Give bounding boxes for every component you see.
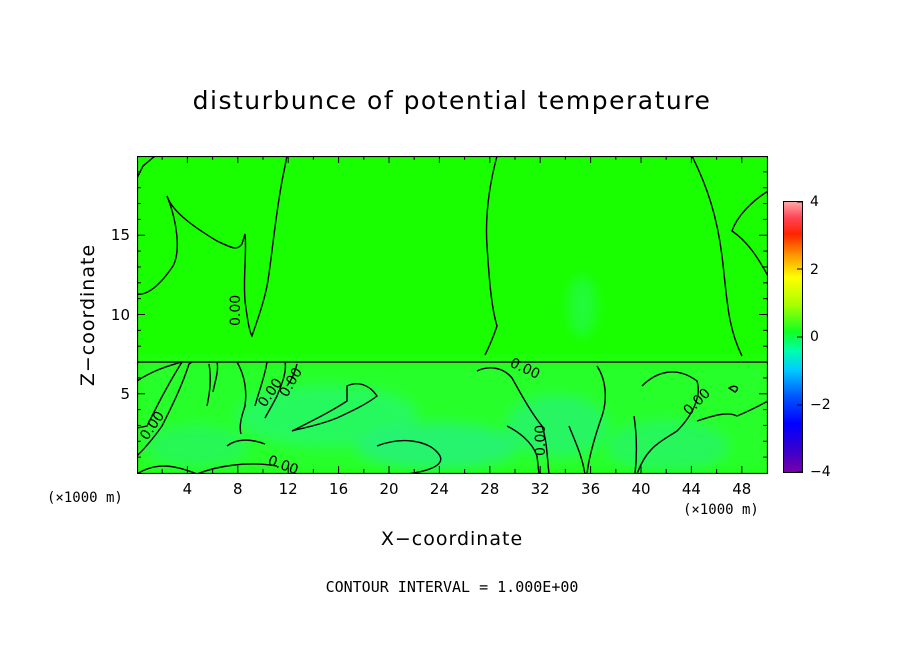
x-tick-label: 44 (681, 480, 701, 498)
contour-label: 0.00 (228, 295, 244, 326)
field-lower-layer (137, 276, 768, 474)
x-tick-label: 48 (732, 480, 752, 498)
x-unit-left: (×1000 m) (47, 490, 123, 506)
y-axis-label: Z−coordinate (77, 243, 99, 387)
x-tick-label: 40 (631, 480, 651, 498)
colorbar-tick-label: −4 (810, 464, 831, 480)
x-tick-label: 4 (182, 480, 193, 498)
x-tick-label: 20 (379, 480, 399, 498)
y-tick-label: 10 (110, 305, 130, 324)
plot-area: 0.00 0.00 0.00 0.00 0.00 0.00 0.00 0.00 (137, 156, 768, 474)
x-tick-label: 8 (233, 480, 243, 498)
x-tick-label: 36 (581, 480, 601, 498)
colorbar-tick-label: 2 (810, 261, 819, 278)
x-tick-label: 12 (278, 480, 298, 498)
x-tick-label: 28 (480, 480, 500, 498)
tick-marks (137, 156, 767, 473)
x-tick-label: 24 (429, 480, 449, 498)
contour-lines (137, 156, 768, 474)
x-unit-right: (×1000 m) (683, 502, 759, 518)
chart-title: disturbunce of potential temperature (192, 86, 712, 115)
x-tick-label: 32 (530, 480, 550, 498)
contour-interval: CONTOUR INTERVAL = 1.000E+00 (325, 578, 579, 596)
contour-label: 0.00 (533, 425, 549, 456)
colorbar-tick-label: −2 (810, 396, 831, 413)
x-axis-label: X−coordinate (380, 528, 524, 550)
colorbar-tick-label: 4 (810, 194, 819, 210)
y-tick-label: 5 (120, 384, 130, 403)
colorbar (783, 201, 803, 473)
x-tick-label: 16 (329, 480, 349, 498)
colorbar-tick-label: 0 (810, 329, 819, 345)
y-tick-label: 15 (110, 226, 130, 245)
